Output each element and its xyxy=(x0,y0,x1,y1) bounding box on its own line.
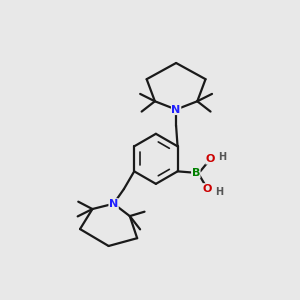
Text: O: O xyxy=(203,184,212,194)
Text: N: N xyxy=(109,199,118,209)
Text: H: H xyxy=(215,187,223,197)
Text: O: O xyxy=(206,154,215,164)
Text: H: H xyxy=(218,152,226,162)
Text: B: B xyxy=(192,168,200,178)
Text: N: N xyxy=(172,104,181,115)
